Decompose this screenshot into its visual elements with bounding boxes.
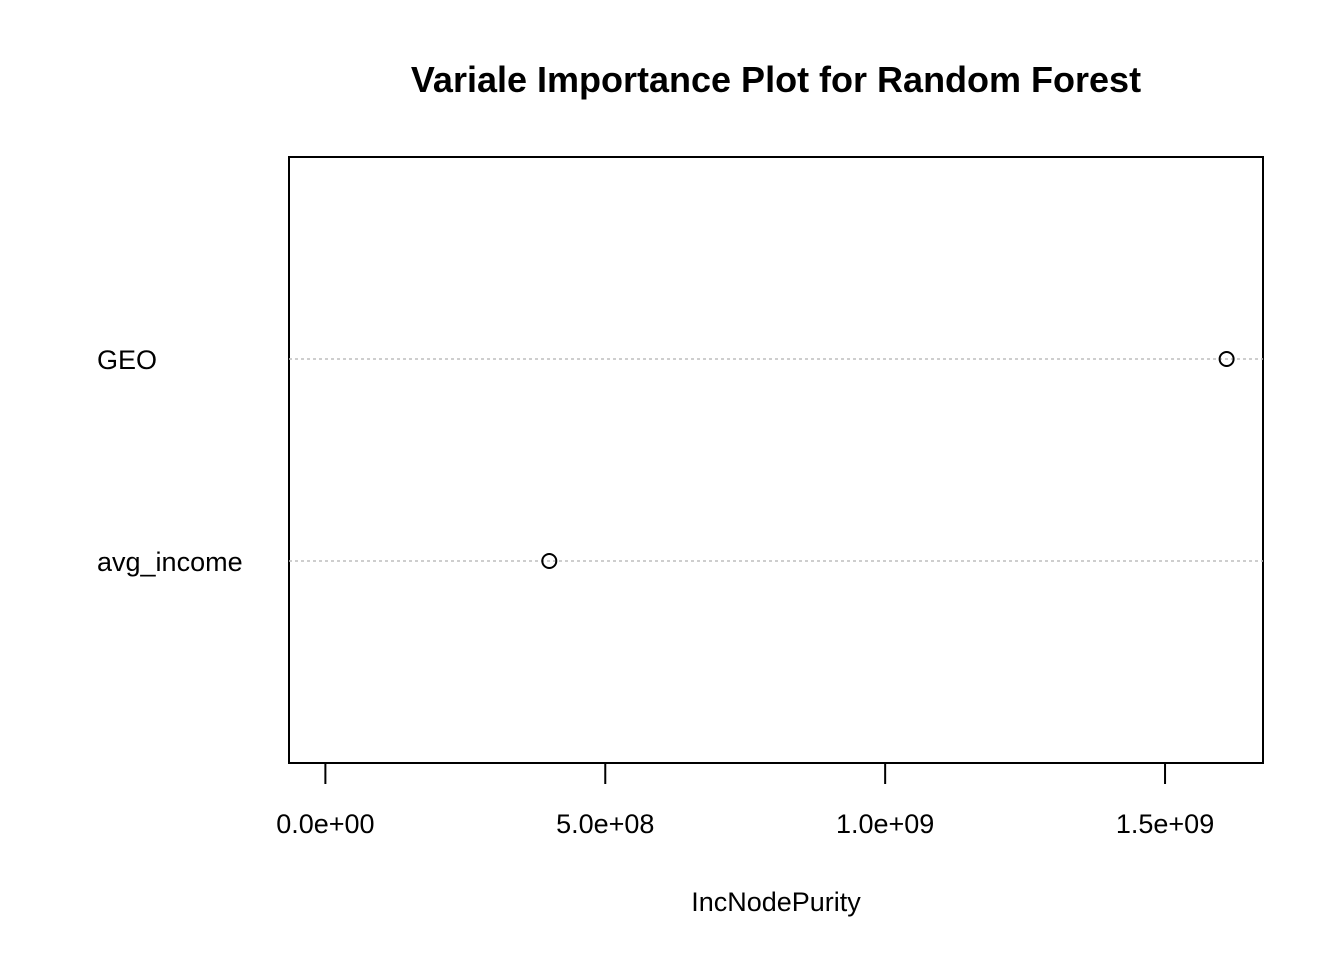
x-tick-label: 1.5e+09 xyxy=(1116,809,1214,839)
x-tick-label: 1.0e+09 xyxy=(836,809,934,839)
data-point-avg_income xyxy=(541,553,558,569)
x-axis-ticks: 0.0e+00 5.0e+08 1.0e+09 1.5e+09 xyxy=(276,763,1214,839)
x-tick-label: 5.0e+08 xyxy=(556,809,654,839)
guide-lines xyxy=(289,358,1263,562)
category-labels: GEO avg_income xyxy=(97,345,243,577)
category-label-avg_income: avg_income xyxy=(97,547,243,577)
x-axis: 0.0e+00 5.0e+08 1.0e+09 1.5e+09 xyxy=(276,762,1214,839)
chart-title: Variale Importance Plot for Random Fores… xyxy=(411,59,1141,100)
plot-frame xyxy=(288,156,1264,764)
x-axis-label: IncNodePurity xyxy=(691,887,861,917)
category-label-GEO: GEO xyxy=(97,345,157,375)
x-tick-label: 0.0e+00 xyxy=(276,809,374,839)
data-points xyxy=(541,351,1235,569)
data-point-GEO xyxy=(1218,351,1235,367)
